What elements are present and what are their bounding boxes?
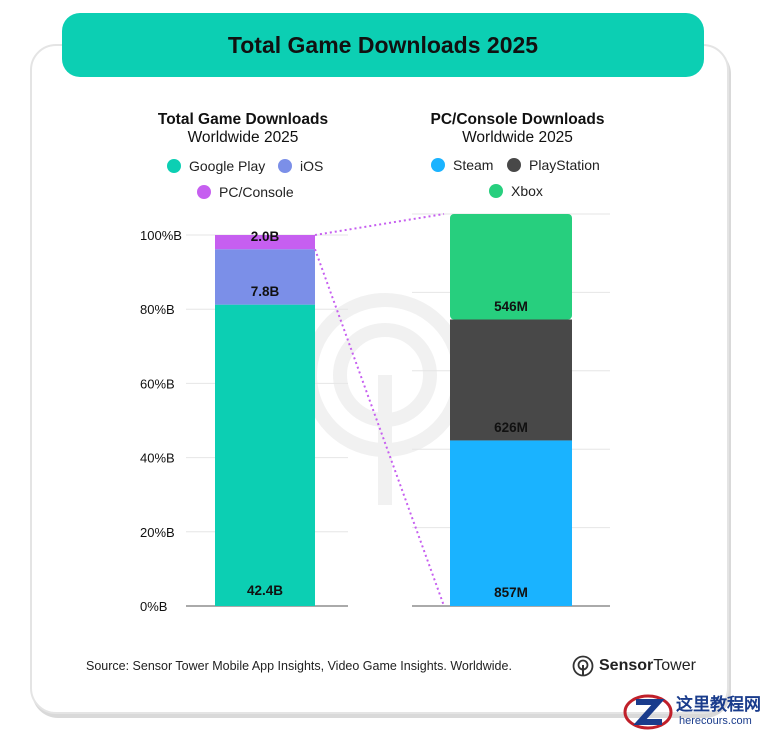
site-watermark-cn: 这里教程网 — [676, 695, 761, 715]
sensor-tower-logo-icon — [572, 655, 594, 677]
legend-label: iOS — [300, 158, 324, 174]
left-bar-segment-pc-console — [215, 235, 315, 250]
left-chart-title-line1: Total Game Downloads — [157, 111, 329, 128]
connector-line-bottom — [314, 248, 445, 607]
legend-pc-console: PC/Console — [197, 184, 294, 200]
legend-label: Google Play — [189, 158, 266, 174]
left-y-tick-label: 0%B — [140, 599, 167, 614]
legend-label: Xbox — [511, 183, 543, 199]
legend-dot-icon — [278, 159, 292, 173]
right-bar-value-label: 857M — [494, 585, 528, 600]
right-chart-title-line2: Worldwide 2025 — [462, 129, 573, 146]
right-bar-segment-steam — [450, 440, 572, 606]
page-title-banner: Total Game Downloads 2025 — [62, 13, 704, 77]
left-bar-segment-ios — [215, 249, 315, 305]
legend-xbox: Xbox — [489, 183, 543, 199]
brand-bold: Sensor — [599, 657, 654, 674]
brand-regular: Tower — [653, 657, 696, 674]
legend-dot-icon — [431, 158, 445, 172]
source-note: Source: Sensor Tower Mobile App Insights… — [86, 659, 512, 673]
sensor-tower-logo: Sensor Tower — [572, 655, 696, 677]
legend-google-play: Google Play — [167, 158, 265, 174]
left-y-tick-label: 40%B — [140, 451, 175, 466]
legend-label: Steam — [453, 157, 494, 173]
right-bar-segment-xbox — [450, 214, 572, 320]
left-chart-title-line2: Worldwide 2025 — [187, 129, 299, 146]
legend-dot-icon — [507, 158, 521, 172]
legend-label: PlayStation — [529, 157, 600, 173]
left-bar-value-label: 7.8B — [251, 284, 280, 299]
left-y-tick-label: 80%B — [140, 302, 175, 317]
right-chart-title: PC/Console Downloads Worldwide 2025 — [410, 111, 625, 147]
left-chart-title: Total Game Downloads Worldwide 2025 — [140, 111, 346, 147]
left-y-tick-label: 20%B — [140, 525, 175, 540]
right-bar-segment-playstation — [450, 319, 572, 441]
left-y-tick-label: 60%B — [140, 376, 175, 391]
legend-playstation: PlayStation — [507, 157, 600, 173]
legend-label: PC/Console — [219, 184, 294, 200]
site-watermark: 这里教程网 herecours.com — [622, 690, 767, 733]
right-bar-value-label: 546M — [494, 299, 528, 314]
legend-dot-icon — [167, 159, 181, 173]
site-watermark-url: herecours.com — [679, 715, 752, 727]
legend-dot-icon — [489, 184, 503, 198]
left-bar-segment-google-play — [215, 304, 315, 606]
left-bar-value-label: 42.4B — [247, 583, 283, 598]
legend-dot-icon — [197, 185, 211, 199]
right-bar-value-label: 626M — [494, 420, 528, 435]
page-title: Total Game Downloads 2025 — [227, 31, 539, 58]
connector-line-top — [314, 213, 445, 236]
site-watermark-icon — [623, 694, 673, 730]
left-bar-value-label: 2.0B — [251, 229, 280, 244]
right-chart-title-line1: PC/Console Downloads — [430, 111, 605, 128]
legend-ios: iOS — [278, 158, 323, 174]
legend-steam: Steam — [431, 157, 493, 173]
left-y-tick-label: 100%B — [140, 228, 182, 243]
